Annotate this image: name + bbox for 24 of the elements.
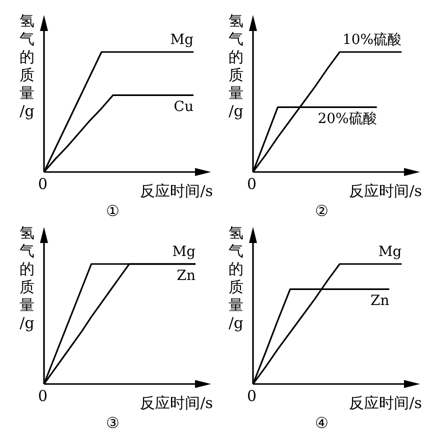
series-label: Mg bbox=[378, 244, 402, 260]
text: ③ bbox=[105, 414, 120, 432]
series-label: Cu bbox=[174, 99, 194, 116]
text: ② bbox=[314, 202, 329, 220]
series-label: Zn bbox=[370, 293, 390, 310]
y-axis-title: 氢气的质量/g bbox=[228, 12, 244, 120]
series-label: 10%硫酸 bbox=[342, 32, 402, 48]
series-label: Mg bbox=[172, 244, 196, 260]
series-label: 20%硫酸 bbox=[318, 111, 377, 128]
text: 0 bbox=[38, 387, 48, 405]
text: ④ bbox=[314, 414, 329, 432]
series-label: Zn bbox=[176, 268, 196, 284]
y-axis-title: 氢气的质量/g bbox=[18, 224, 36, 332]
text: ① bbox=[105, 202, 120, 220]
y-axis-title: 氢气的质量/g bbox=[228, 224, 244, 332]
text: 0 bbox=[247, 387, 257, 405]
x-axis-title: 反应时间/s bbox=[140, 182, 213, 200]
text: 0 bbox=[38, 175, 48, 193]
x-axis-title: 反应时间/s bbox=[349, 182, 422, 200]
x-axis-title: 反应时间/s bbox=[140, 394, 213, 412]
x-axis-title: 反应时间/s bbox=[349, 394, 422, 412]
y-axis-title: 氢气的质量/g bbox=[18, 12, 36, 120]
series-label: Mg bbox=[170, 32, 194, 48]
text: 0 bbox=[247, 175, 257, 193]
